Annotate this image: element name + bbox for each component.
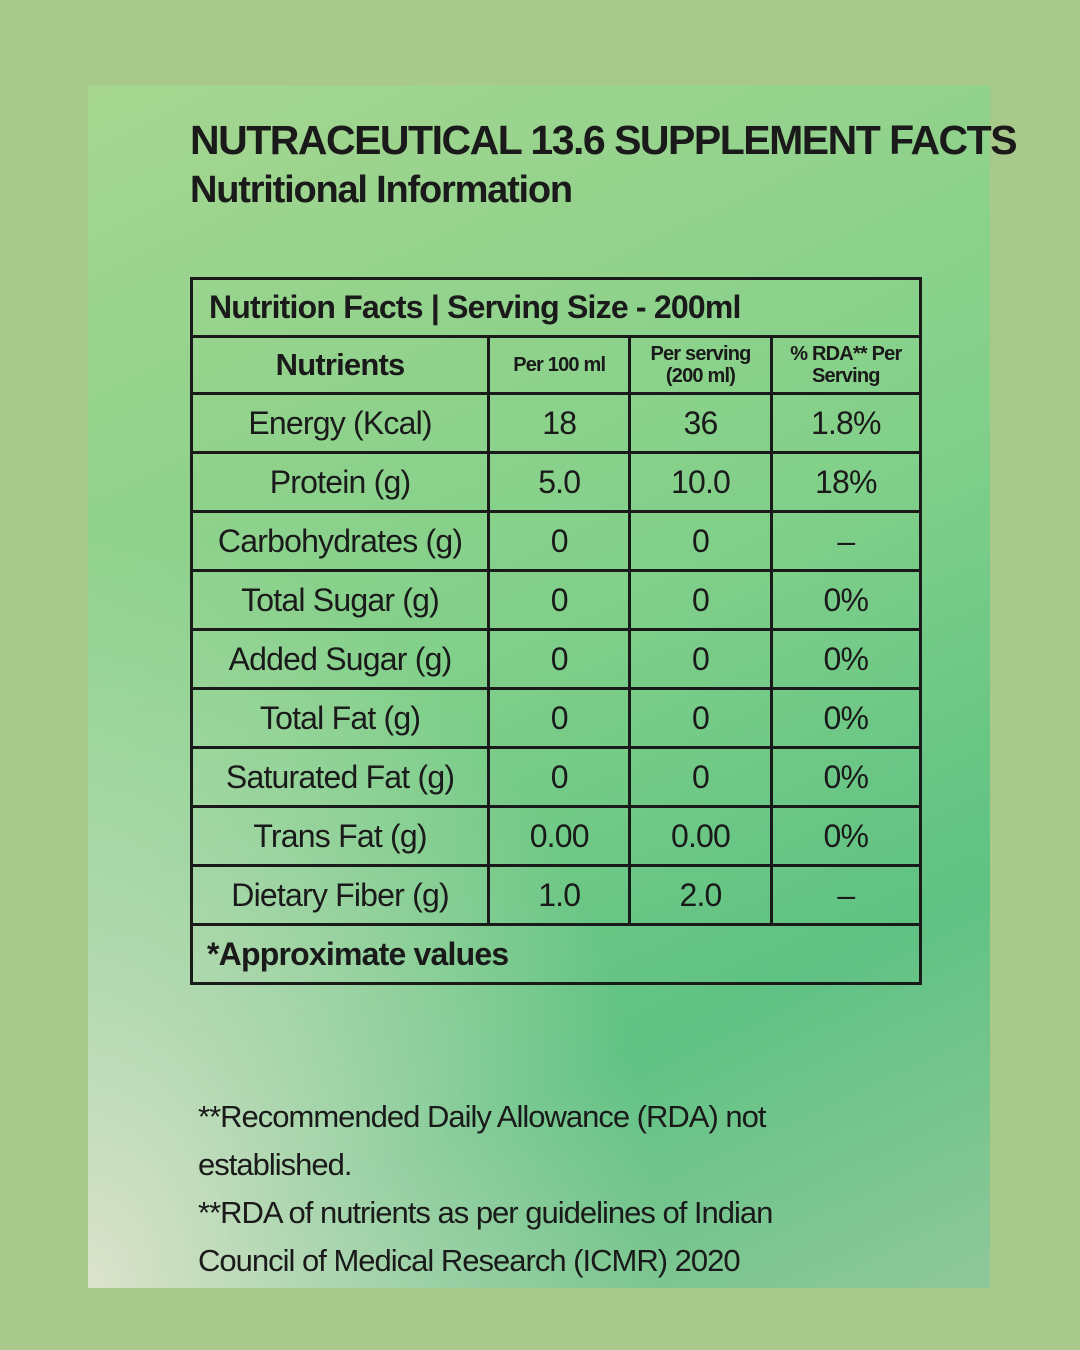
note-row: *Approximate values xyxy=(190,923,922,985)
nutrient-cell: Added Sugar (g) xyxy=(189,628,491,690)
value-cell: – xyxy=(769,510,923,572)
value-cell: 0.00 xyxy=(628,805,773,867)
value-cell: 0% xyxy=(769,746,923,808)
title: NUTRACEUTICAL 13.6 SUPPLEMENT FACTS xyxy=(190,117,1018,163)
value-cell: 10.0 xyxy=(628,451,773,513)
table-row: Energy (Kcal) 18 36 1.8% xyxy=(189,392,923,454)
value-cell: 0 xyxy=(628,746,773,808)
footnote: **RDA of nutrients as per guidelines of … xyxy=(198,1195,773,1278)
value-cell: 5.0 xyxy=(487,451,632,513)
value-cell: 2.0 xyxy=(628,864,773,926)
table-row: Total Fat (g) 0 0 0% xyxy=(189,687,923,749)
value-cell: 0 xyxy=(487,687,632,749)
column-header: Per serving (200 ml) xyxy=(628,335,773,395)
table-row: Dietary Fiber (g) 1.0 2.0– xyxy=(189,864,923,926)
value-cell: 36 xyxy=(628,392,773,454)
subtitle: Nutritional Information xyxy=(190,169,573,211)
table-row: Protein (g) 5.0 10.0 18% xyxy=(189,451,923,513)
footnotes: **Recommended Daily Allowance (RDA) not … xyxy=(198,1093,858,1285)
nutrient-cell: Trans Fat (g) xyxy=(189,805,491,867)
value-cell: 0% xyxy=(769,569,923,631)
column-header: Nutrients xyxy=(189,335,491,395)
table-row: Total Sugar (g) 0 0 0% xyxy=(189,569,923,631)
table-caption: Nutrition Facts | Serving Size - 200ml xyxy=(190,277,922,338)
value-cell: 0 xyxy=(487,569,632,631)
footnote: **Recommended Daily Allowance (RDA) not … xyxy=(198,1099,766,1182)
column-header: % RDA** Per Serving xyxy=(769,335,923,395)
value-cell: 0 xyxy=(628,687,773,749)
value-cell: 0 xyxy=(487,510,632,572)
table-row: Saturated Fat (g) 0 0 0% xyxy=(189,746,923,808)
column-header-row: Nutrients Per 100 ml Per serving (200 ml)%… xyxy=(189,335,923,395)
nutrient-cell: Dietary Fiber (g) xyxy=(189,864,491,926)
panel: NUTRACEUTICAL 13.6 SUPPLEMENT FACTS Nutr… xyxy=(88,85,1018,1288)
table-row: Trans Fat (g) 0.00 0.00 0% xyxy=(189,805,923,867)
value-cell: 0.00 xyxy=(487,805,632,867)
table-row: Added Sugar (g) 0 0 0% xyxy=(189,628,923,690)
value-cell: 0% xyxy=(769,687,923,749)
table-note: *Approximate values xyxy=(190,923,922,985)
value-cell: 18% xyxy=(769,451,923,513)
value-cell: 18 xyxy=(487,392,632,454)
column-header: Per 100 ml xyxy=(487,335,632,395)
nutrient-cell: Carbohydrates (g) xyxy=(189,510,491,572)
value-cell: 0 xyxy=(628,510,773,572)
value-cell: 0 xyxy=(487,746,632,808)
nutrition-table: Nutrition Facts | Serving Size - 200ml Nu… xyxy=(189,277,923,985)
value-cell: 0 xyxy=(628,628,773,690)
nutrient-cell: Protein (g) xyxy=(189,451,491,513)
nutrient-cell: Total Fat (g) xyxy=(189,687,491,749)
caption-row: Nutrition Facts | Serving Size - 200ml xyxy=(190,277,922,338)
value-cell: – xyxy=(769,864,923,926)
value-cell: 1.0 xyxy=(487,864,632,926)
value-cell: 0 xyxy=(487,628,632,690)
nutrient-cell: Saturated Fat (g) xyxy=(189,746,491,808)
value-cell: 1.8% xyxy=(769,392,923,454)
value-cell: 0% xyxy=(769,805,923,867)
nutrient-cell: Total Sugar (g) xyxy=(189,569,491,631)
value-cell: 0% xyxy=(769,628,923,690)
table-row: Carbohydrates (g) 0 0– xyxy=(189,510,923,572)
nutrient-cell: Energy (Kcal) xyxy=(189,392,491,454)
value-cell: 0 xyxy=(628,569,773,631)
